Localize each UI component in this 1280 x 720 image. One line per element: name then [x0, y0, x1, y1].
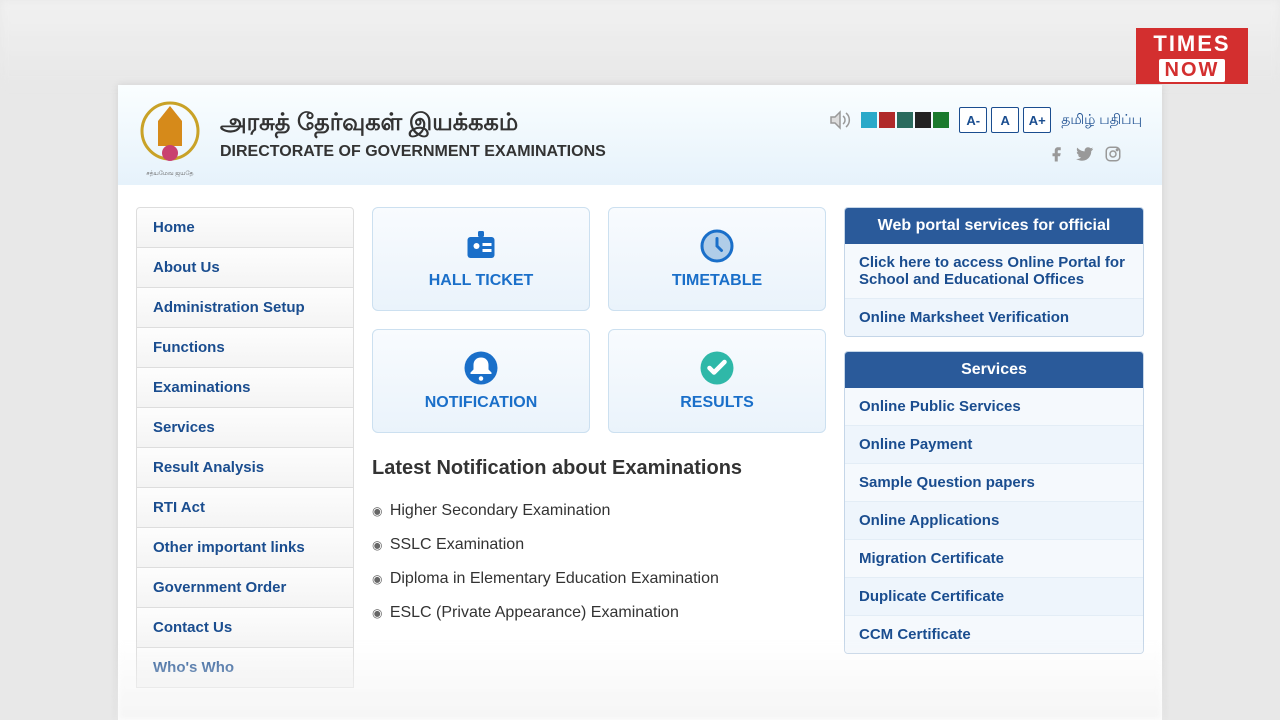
theme-swatch[interactable]	[861, 112, 877, 128]
panel-item[interactable]: CCM Certificate	[845, 616, 1143, 653]
sidebar-item[interactable]: Functions	[136, 328, 354, 368]
sidebar-item[interactable]: About Us	[136, 248, 354, 288]
theme-swatch[interactable]	[897, 112, 913, 128]
web-portal-panel: Web portal services for official Click h…	[844, 207, 1144, 337]
notification-list: Higher Secondary ExaminationSSLC Examina…	[372, 494, 826, 630]
panel-item[interactable]: Online Applications	[845, 502, 1143, 540]
sidebar-item[interactable]: Government Order	[136, 568, 354, 608]
sidebar-item[interactable]: Other important links	[136, 528, 354, 568]
notification-item[interactable]: SSLC Examination	[372, 528, 826, 562]
panel-item[interactable]: Sample Question papers	[845, 464, 1143, 502]
panel-item[interactable]: Duplicate Certificate	[845, 578, 1143, 616]
font-size-buttons: A-AA+	[959, 107, 1051, 133]
times-now-badge: TIMES NOW	[1136, 28, 1248, 84]
twitter-icon[interactable]	[1076, 145, 1094, 163]
social-icons	[1048, 145, 1122, 163]
sidebar-item[interactable]: Examinations	[136, 368, 354, 408]
main-content: HomeAbout UsAdministration SetupFunction…	[118, 185, 1162, 720]
tile-label: RESULTS	[680, 394, 753, 412]
id-card-icon	[463, 228, 499, 264]
left-sidebar: HomeAbout UsAdministration SetupFunction…	[136, 207, 354, 720]
govt-emblem-icon: சத்யமேவ ஜயதே	[138, 91, 202, 179]
tile-label: NOTIFICATION	[425, 394, 538, 412]
tile-label: HALL TICKET	[429, 272, 534, 290]
svg-text:சத்யமேவ ஜயதே: சத்யமேவ ஜயதே	[146, 170, 193, 177]
sidebar-item[interactable]: Administration Setup	[136, 288, 354, 328]
badge-line1: TIMES	[1153, 31, 1230, 57]
panel-item[interactable]: Online Public Services	[845, 388, 1143, 426]
center-column: HALL TICKETTIMETABLENOTIFICATIONRESULTS …	[372, 207, 826, 720]
theme-swatch[interactable]	[879, 112, 895, 128]
panel-item[interactable]: Online Marksheet Verification	[845, 299, 1143, 336]
badge-line2: NOW	[1159, 59, 1226, 82]
panel-header: Services	[845, 352, 1143, 388]
notification-item[interactable]: ESLC (Private Appearance) Examination	[372, 596, 826, 630]
title-english: DIRECTORATE OF GOVERNMENT EXAMINATIONS	[220, 143, 1142, 161]
tile-label: TIMETABLE	[672, 272, 762, 290]
sidebar-item[interactable]: Contact Us	[136, 608, 354, 648]
theme-swatch[interactable]	[933, 112, 949, 128]
tile-results[interactable]: RESULTS	[608, 329, 826, 433]
instagram-icon[interactable]	[1104, 145, 1122, 163]
panel-header: Web portal services for official	[845, 208, 1143, 244]
sidebar-item[interactable]: RTI Act	[136, 488, 354, 528]
theme-swatch[interactable]	[915, 112, 931, 128]
site-header: சத்யமேவ ஜயதே அரசுத் தேர்வுகள் இயக்ககம் D…	[118, 85, 1162, 185]
tile-hall-ticket[interactable]: HALL TICKET	[372, 207, 590, 311]
language-toggle-link[interactable]: தமிழ் பதிப்பு	[1061, 111, 1142, 130]
page-container: சத்யமேவ ஜயதே அரசுத் தேர்வுகள் இயக்ககம் D…	[118, 85, 1162, 720]
quick-tiles: HALL TICKET TIMETABLE NOTIFICATION RESULTS	[372, 207, 826, 433]
sidebar-item[interactable]: Who's Who	[136, 648, 354, 688]
notification-item[interactable]: Higher Secondary Examination	[372, 494, 826, 528]
panel-item[interactable]: Online Payment	[845, 426, 1143, 464]
speaker-icon[interactable]	[827, 108, 851, 132]
sidebar-item[interactable]: Services	[136, 408, 354, 448]
panel-item[interactable]: Click here to access Online Portal for S…	[845, 244, 1143, 299]
font-size-button[interactable]: A	[991, 107, 1019, 133]
panel-item[interactable]: Migration Certificate	[845, 540, 1143, 578]
theme-swatches	[861, 112, 949, 128]
right-column: Web portal services for official Click h…	[844, 207, 1144, 720]
sidebar-item[interactable]: Result Analysis	[136, 448, 354, 488]
bell-icon	[463, 350, 499, 386]
notification-item[interactable]: Diploma in Elementary Education Examinat…	[372, 562, 826, 596]
facebook-icon[interactable]	[1048, 145, 1066, 163]
clock-icon	[699, 228, 735, 264]
font-size-button[interactable]: A+	[1023, 107, 1051, 133]
sidebar-item[interactable]: Home	[136, 207, 354, 248]
header-tools: A-AA+ தமிழ் பதிப்பு	[827, 107, 1142, 133]
tile-notification[interactable]: NOTIFICATION	[372, 329, 590, 433]
services-panel: Services Online Public ServicesOnline Pa…	[844, 351, 1144, 654]
tile-timetable[interactable]: TIMETABLE	[608, 207, 826, 311]
notifications-heading: Latest Notification about Examinations	[372, 457, 826, 480]
font-size-button[interactable]: A-	[959, 107, 987, 133]
check-icon	[699, 350, 735, 386]
